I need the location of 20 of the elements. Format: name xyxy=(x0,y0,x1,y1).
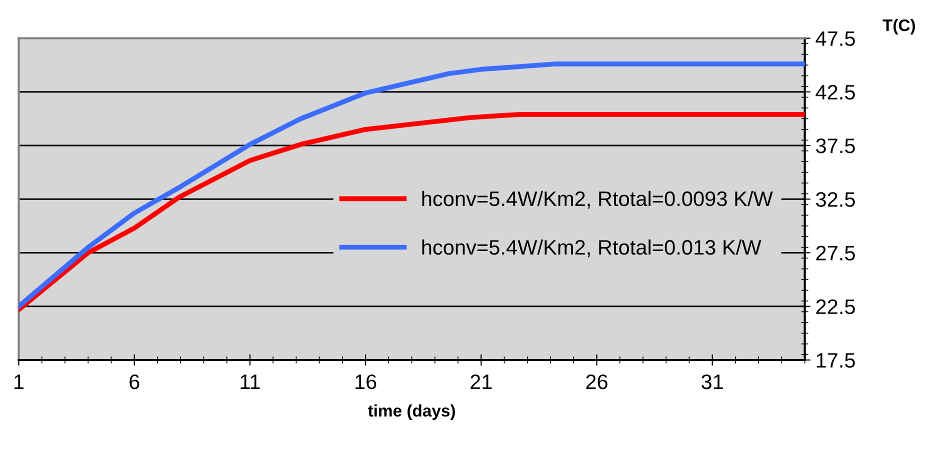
x-tick-label: 16 xyxy=(356,374,376,390)
y-tick-label: 27.5 xyxy=(816,246,855,261)
line-series xyxy=(18,62,805,309)
x-tick-label: 26 xyxy=(586,374,608,390)
line-series xyxy=(18,112,805,312)
x-tick-label: 11 xyxy=(240,374,260,389)
y-tick-label: 47.5 xyxy=(816,31,855,46)
x-axis-title: time (days) xyxy=(368,404,455,420)
legend-label: hconv=5.4W/Km2, Rtotal=0.013 K/W xyxy=(422,239,762,258)
y-tick-label: 22.5 xyxy=(816,299,855,314)
y-tick-label: 37.5 xyxy=(816,138,855,154)
x-tick-label: 21 xyxy=(470,374,492,389)
x-tick-label: 31 xyxy=(702,374,723,390)
y-tick-label: 42.5 xyxy=(816,84,855,100)
x-tick-label: 1 xyxy=(14,374,24,389)
legend-label: hconv=5.4W/Km2, Rtotal=0.0093 K/W xyxy=(422,190,773,209)
y-tick-label: 32.5 xyxy=(816,192,855,207)
x-tick-label: 6 xyxy=(130,374,140,390)
y-axis-title: T(C) xyxy=(882,18,915,34)
y-tick-label: 17.5 xyxy=(816,353,855,368)
